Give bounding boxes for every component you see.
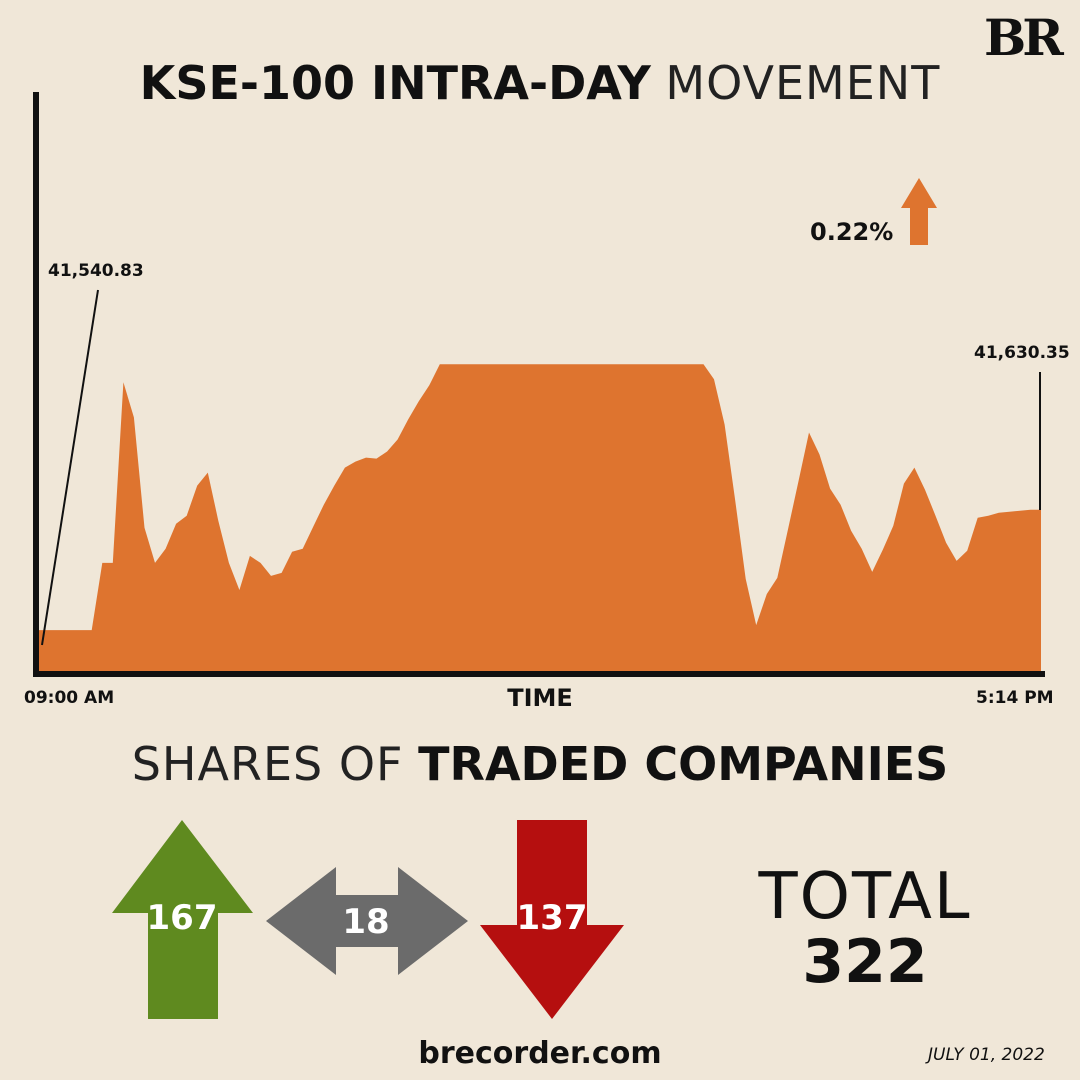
x-axis-label: TIME — [507, 684, 573, 712]
section-title: SHARES OF TRADED COMPANIES — [0, 736, 1080, 792]
x-axis-line — [33, 671, 1045, 677]
section-title-light: SHARES OF — [131, 737, 404, 791]
total-value: 322 — [802, 927, 928, 997]
advanced-count: 167 — [146, 898, 218, 938]
section-title-bold: TRADED COMPANIES — [418, 737, 949, 791]
x-axis-end-tick: 5:14 PM — [976, 688, 1054, 708]
y-axis-line — [33, 92, 39, 676]
chart-title-light: MOVEMENT — [665, 56, 941, 110]
advanced-up-arrow-icon — [112, 820, 253, 1019]
change-up-arrow-icon — [901, 178, 937, 245]
open-leader-line — [41, 289, 99, 646]
unchanged-count: 18 — [342, 902, 390, 942]
x-axis-start-tick: 09:00 AM — [24, 688, 115, 708]
change-percent-label: 0.22% — [810, 218, 894, 246]
declined-count: 137 — [516, 898, 588, 938]
open-value-label: 41,540.83 — [48, 261, 144, 281]
total-label: TOTAL — [758, 860, 972, 934]
date-label: JULY 01, 2022 — [928, 1045, 1045, 1065]
website-link[interactable]: brecorder.com — [418, 1036, 662, 1071]
chart-title: KSE-100 INTRA-DAY MOVEMENT — [0, 56, 1080, 110]
unchanged-double-arrow-icon — [266, 867, 468, 975]
intraday-area-series — [39, 364, 1041, 671]
brand-logo: BR — [984, 8, 1064, 67]
declined-down-arrow-icon — [480, 820, 624, 1019]
chart-title-bold: KSE-100 INTRA-DAY — [139, 56, 651, 110]
close-value-label: 41,630.35 — [974, 343, 1070, 363]
